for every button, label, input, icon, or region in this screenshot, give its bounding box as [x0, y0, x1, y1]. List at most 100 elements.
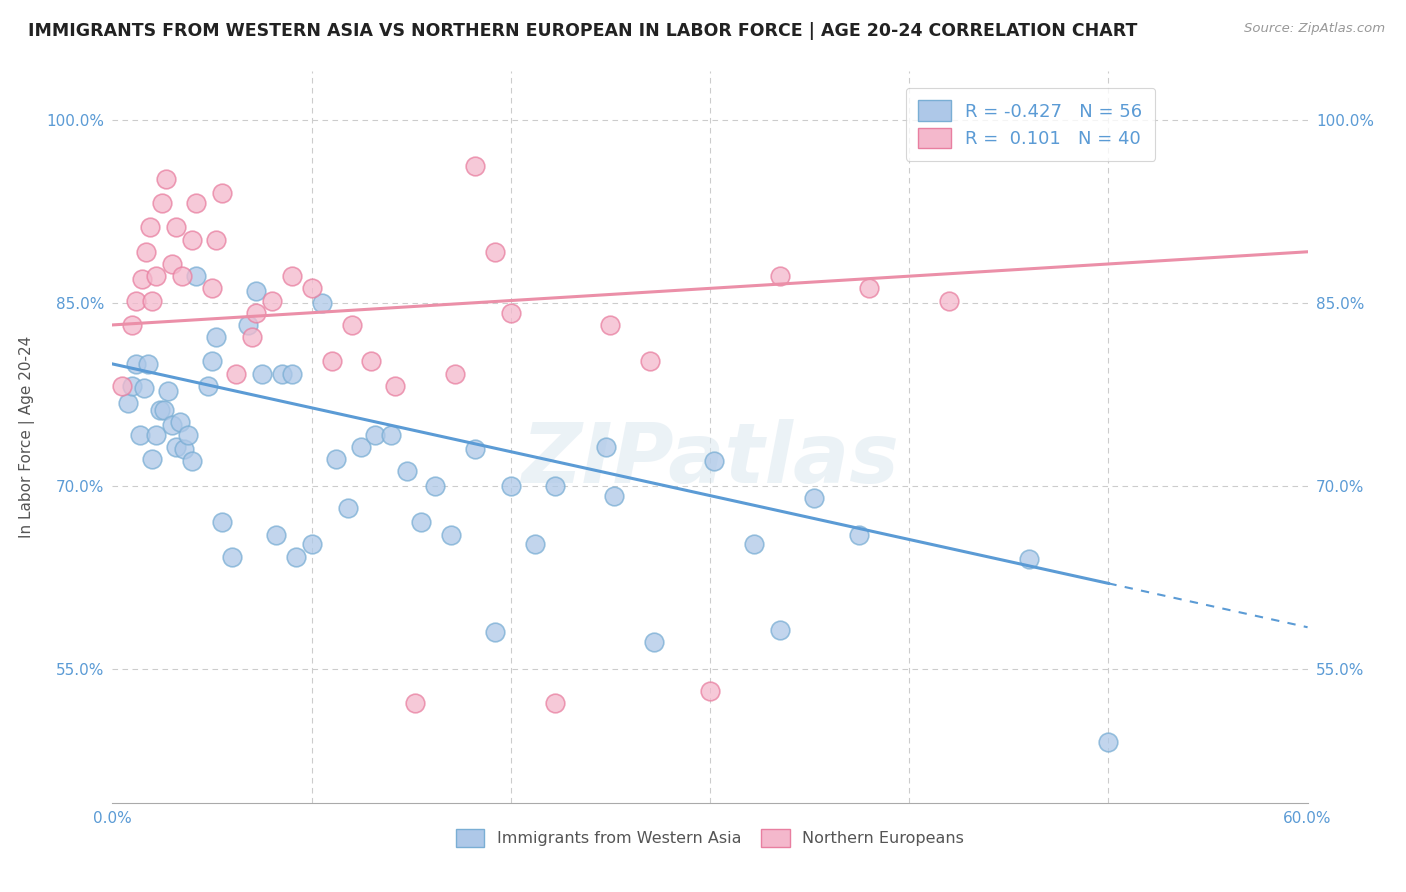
Point: [186, 269, 208, 284]
Point: [301, 281, 323, 295]
Point: [211, 186, 233, 201]
Point: [543, 479, 565, 493]
Point: [938, 293, 960, 308]
Point: [499, 306, 522, 320]
Point: [360, 354, 382, 368]
Point: [138, 357, 160, 371]
Point: [321, 354, 343, 368]
Point: [141, 452, 163, 467]
Point: [173, 442, 195, 457]
Point: [205, 330, 228, 344]
Point: [201, 354, 224, 368]
Point: [484, 244, 506, 259]
Point: [336, 500, 359, 515]
Point: [769, 623, 792, 637]
Point: [281, 367, 304, 381]
Point: [121, 318, 143, 332]
Point: [211, 516, 233, 530]
Point: [264, 527, 287, 541]
Point: [464, 160, 486, 174]
Point: [595, 440, 617, 454]
Point: [157, 384, 180, 398]
Point: [284, 549, 307, 564]
Point: [404, 696, 426, 710]
Point: [139, 220, 162, 235]
Point: [281, 269, 304, 284]
Point: [165, 440, 187, 454]
Point: [245, 284, 267, 298]
Point: [117, 396, 139, 410]
Point: [145, 427, 167, 442]
Point: [523, 537, 546, 551]
Point: [250, 367, 273, 381]
Point: [129, 427, 152, 442]
Point: [134, 381, 156, 395]
Point: [149, 403, 172, 417]
Point: [803, 491, 825, 505]
Point: [699, 683, 721, 698]
Point: [162, 257, 183, 271]
Point: [150, 196, 173, 211]
Point: [340, 318, 363, 332]
Point: [380, 427, 402, 442]
Point: [444, 367, 467, 381]
Point: [440, 527, 463, 541]
Point: [769, 269, 792, 284]
Point: [742, 537, 765, 551]
Point: [205, 233, 228, 247]
Point: [197, 379, 219, 393]
Point: [236, 318, 259, 332]
Point: [396, 464, 419, 478]
Point: [260, 293, 283, 308]
Point: [240, 330, 263, 344]
Point: [125, 293, 148, 308]
Point: [848, 527, 870, 541]
Point: [464, 442, 486, 457]
Point: [155, 171, 177, 186]
Text: IMMIGRANTS FROM WESTERN ASIA VS NORTHERN EUROPEAN IN LABOR FORCE | AGE 20-24 COR: IMMIGRANTS FROM WESTERN ASIA VS NORTHERN…: [28, 22, 1137, 40]
Point: [1097, 735, 1119, 749]
Point: [177, 427, 200, 442]
Point: [245, 306, 267, 320]
Point: [186, 196, 208, 211]
Point: [125, 357, 148, 371]
Point: [640, 354, 662, 368]
Point: [201, 281, 224, 295]
Point: [858, 281, 880, 295]
Point: [599, 318, 621, 332]
Point: [543, 696, 565, 710]
Point: [425, 479, 447, 493]
Legend: Immigrants from Western Asia, Northern Europeans: Immigrants from Western Asia, Northern E…: [446, 820, 974, 857]
Point: [364, 427, 387, 442]
Text: ZIPatlas: ZIPatlas: [522, 418, 898, 500]
Text: Source: ZipAtlas.com: Source: ZipAtlas.com: [1244, 22, 1385, 36]
Point: [350, 440, 373, 454]
Point: [325, 452, 347, 467]
Point: [141, 293, 163, 308]
Point: [169, 416, 191, 430]
Point: [131, 271, 153, 285]
Point: [225, 367, 247, 381]
Point: [162, 417, 183, 432]
Point: [484, 625, 506, 640]
Point: [1018, 552, 1040, 566]
Point: [384, 379, 406, 393]
Point: [181, 454, 204, 468]
Point: [221, 549, 243, 564]
Point: [135, 244, 157, 259]
Point: [165, 220, 187, 235]
Point: [111, 379, 134, 393]
Point: [499, 479, 522, 493]
Point: [145, 269, 167, 284]
Y-axis label: In Labor Force | Age 20-24: In Labor Force | Age 20-24: [20, 336, 35, 538]
Point: [301, 537, 323, 551]
Point: [270, 367, 292, 381]
Point: [311, 296, 333, 310]
Point: [643, 635, 665, 649]
Point: [411, 516, 433, 530]
Point: [121, 379, 143, 393]
Point: [153, 403, 176, 417]
Point: [181, 233, 204, 247]
Point: [703, 454, 725, 468]
Point: [172, 269, 194, 284]
